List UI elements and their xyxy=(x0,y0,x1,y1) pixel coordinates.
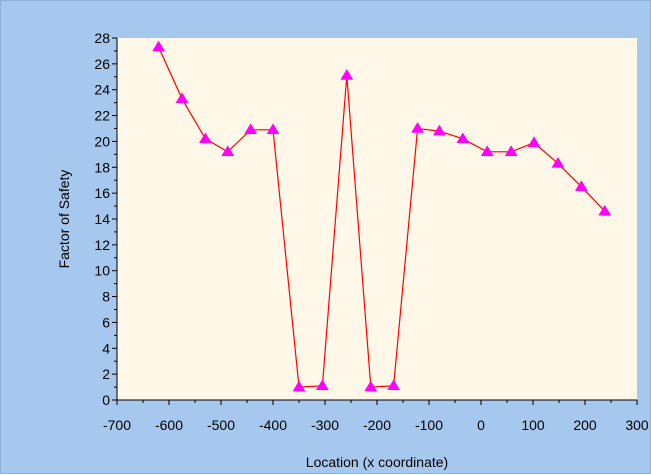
data-point-marker xyxy=(480,145,494,157)
y-tick-label: 18 xyxy=(94,159,110,175)
data-point-marker xyxy=(364,380,378,392)
y-tick-label: 10 xyxy=(94,263,110,279)
x-tick-label: -200 xyxy=(363,417,391,433)
x-tick-label: 100 xyxy=(521,417,545,433)
x-tick-label: 300 xyxy=(625,417,649,433)
y-tick-label: 26 xyxy=(94,56,110,72)
x-axis-title: Location (x coordinate) xyxy=(306,454,448,470)
x-tick-label: -600 xyxy=(155,417,183,433)
y-tick-label: 24 xyxy=(94,82,110,98)
y-tick-label: 22 xyxy=(94,108,110,124)
series-layer xyxy=(152,40,612,392)
y-tick-label: 28 xyxy=(94,30,110,46)
data-point-marker xyxy=(266,123,280,135)
data-point-marker xyxy=(340,69,354,80)
marker-layer xyxy=(152,40,612,392)
y-tick-label: 4 xyxy=(102,340,110,356)
data-point-marker xyxy=(411,122,425,133)
data-point-marker xyxy=(175,92,189,104)
data-point-marker xyxy=(292,380,306,392)
data-point-marker xyxy=(315,379,329,391)
y-axis-title: Factor of Safety xyxy=(56,170,72,269)
data-point-marker xyxy=(574,180,588,191)
y-tick-label: 12 xyxy=(94,237,110,253)
x-tick-label: 0 xyxy=(477,417,485,433)
data-point-marker xyxy=(152,40,166,52)
data-point-marker xyxy=(432,124,446,136)
x-tick-label: -400 xyxy=(259,417,287,433)
data-point-marker xyxy=(456,132,470,144)
data-point-marker xyxy=(198,132,212,144)
data-point-marker xyxy=(387,379,401,391)
y-tick-label: 14 xyxy=(94,211,110,227)
data-point-marker xyxy=(244,123,258,135)
x-tick-label: -100 xyxy=(415,417,443,433)
y-tick-label: 20 xyxy=(94,133,110,149)
x-tick-label: -500 xyxy=(207,417,235,433)
y-tick-label: 2 xyxy=(102,366,110,382)
y-tick-label: 8 xyxy=(102,289,110,305)
x-tick-label: 200 xyxy=(573,417,597,433)
y-tick-label: 16 xyxy=(94,185,110,201)
y-tick-label: 6 xyxy=(102,314,110,330)
x-axis-ticks: -700 -600 -500 -400 -300 -200 -100 0 100 200 300 xyxy=(103,400,649,433)
data-point-marker xyxy=(504,145,518,157)
y-tick-label: 0 xyxy=(102,392,110,408)
plot-area xyxy=(117,38,637,400)
data-point-marker xyxy=(221,145,235,157)
x-tick-label: -700 xyxy=(103,417,131,433)
data-point-marker xyxy=(551,156,565,168)
x-tick-label: -300 xyxy=(311,417,339,433)
data-point-marker xyxy=(527,136,541,147)
axes-layer: -700 -600 -500 -400 -300 -200 -100 0 100 200 300 0… xyxy=(94,30,648,433)
data-point-marker xyxy=(598,204,612,216)
